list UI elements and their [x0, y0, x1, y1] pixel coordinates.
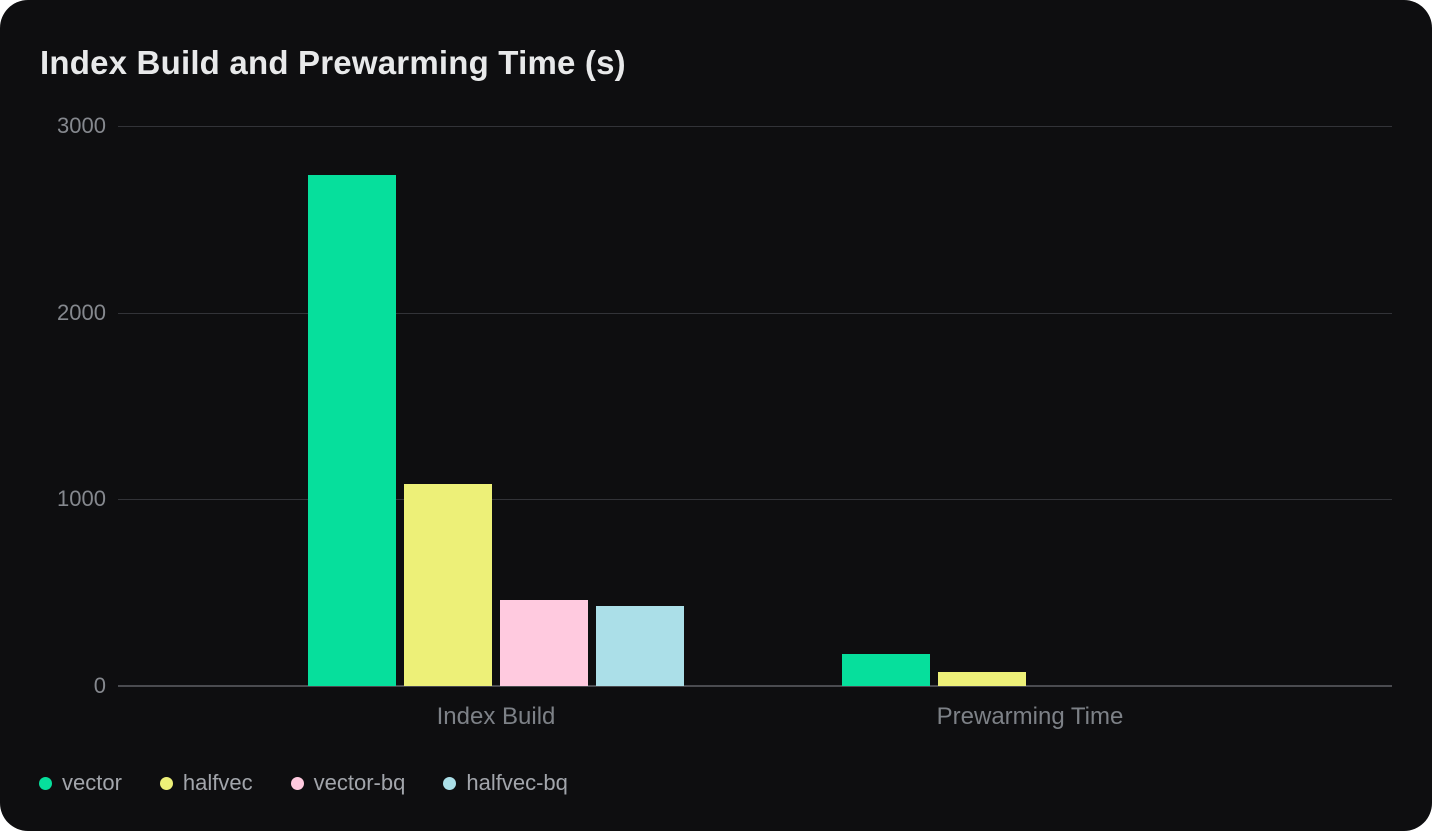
- bar-vector-prewarming-time: [842, 654, 930, 686]
- y-axis-tick-label-0: 0: [93, 673, 106, 698]
- legend-item-vector-bq[interactable]: vector-bq: [290, 770, 406, 796]
- bar-vector-index-build: [308, 175, 396, 686]
- gridline-y-2000: [118, 312, 1392, 314]
- legend-label-halfvec: halfvec: [182, 770, 253, 795]
- bar-halfvec-prewarming-time: [938, 671, 1026, 686]
- legend-dot-icon-halfvec-bq: [443, 776, 457, 790]
- bar-halfvec-bq-index-build: [596, 605, 684, 686]
- legend-dot-icon-halfvec: [159, 776, 173, 790]
- x-axis-category-label-prewarming-time: Prewarming Time: [936, 703, 1124, 730]
- bar-halfvec-index-build: [404, 483, 492, 686]
- y-axis-tick-label-2000: 2000: [57, 299, 106, 325]
- y-axis-tick-label-1000: 1000: [57, 486, 106, 512]
- legend-label-vector-bq: vector-bq: [313, 770, 406, 795]
- legend-dot-icon-vector: [39, 776, 52, 790]
- bar-vector-bq-index-build: [500, 599, 588, 686]
- gridline-y-1000: [118, 499, 1392, 501]
- chart-legend: vector halfvec vector-bq halfvec-bq: [39, 768, 568, 798]
- legend-item-halfvec-bq[interactable]: halfvec-bq: [443, 770, 568, 796]
- chart-title: Index Build and Prewarming Time (s): [40, 44, 626, 81]
- x-axis-baseline: [118, 685, 1392, 687]
- gridline-y-3000: [118, 126, 1392, 127]
- legend-item-halfvec[interactable]: halfvec: [159, 770, 253, 796]
- legend-label-vector: vector: [62, 770, 122, 795]
- y-axis-tick-label-3000: 3000: [57, 113, 106, 138]
- legend-dot-icon-vector-bq: [290, 776, 304, 790]
- legend-item-vector[interactable]: vector: [39, 770, 122, 796]
- legend-label-halfvec-bq: halfvec-bq: [466, 770, 568, 795]
- x-axis-category-label-index-build: Index Build: [436, 703, 556, 730]
